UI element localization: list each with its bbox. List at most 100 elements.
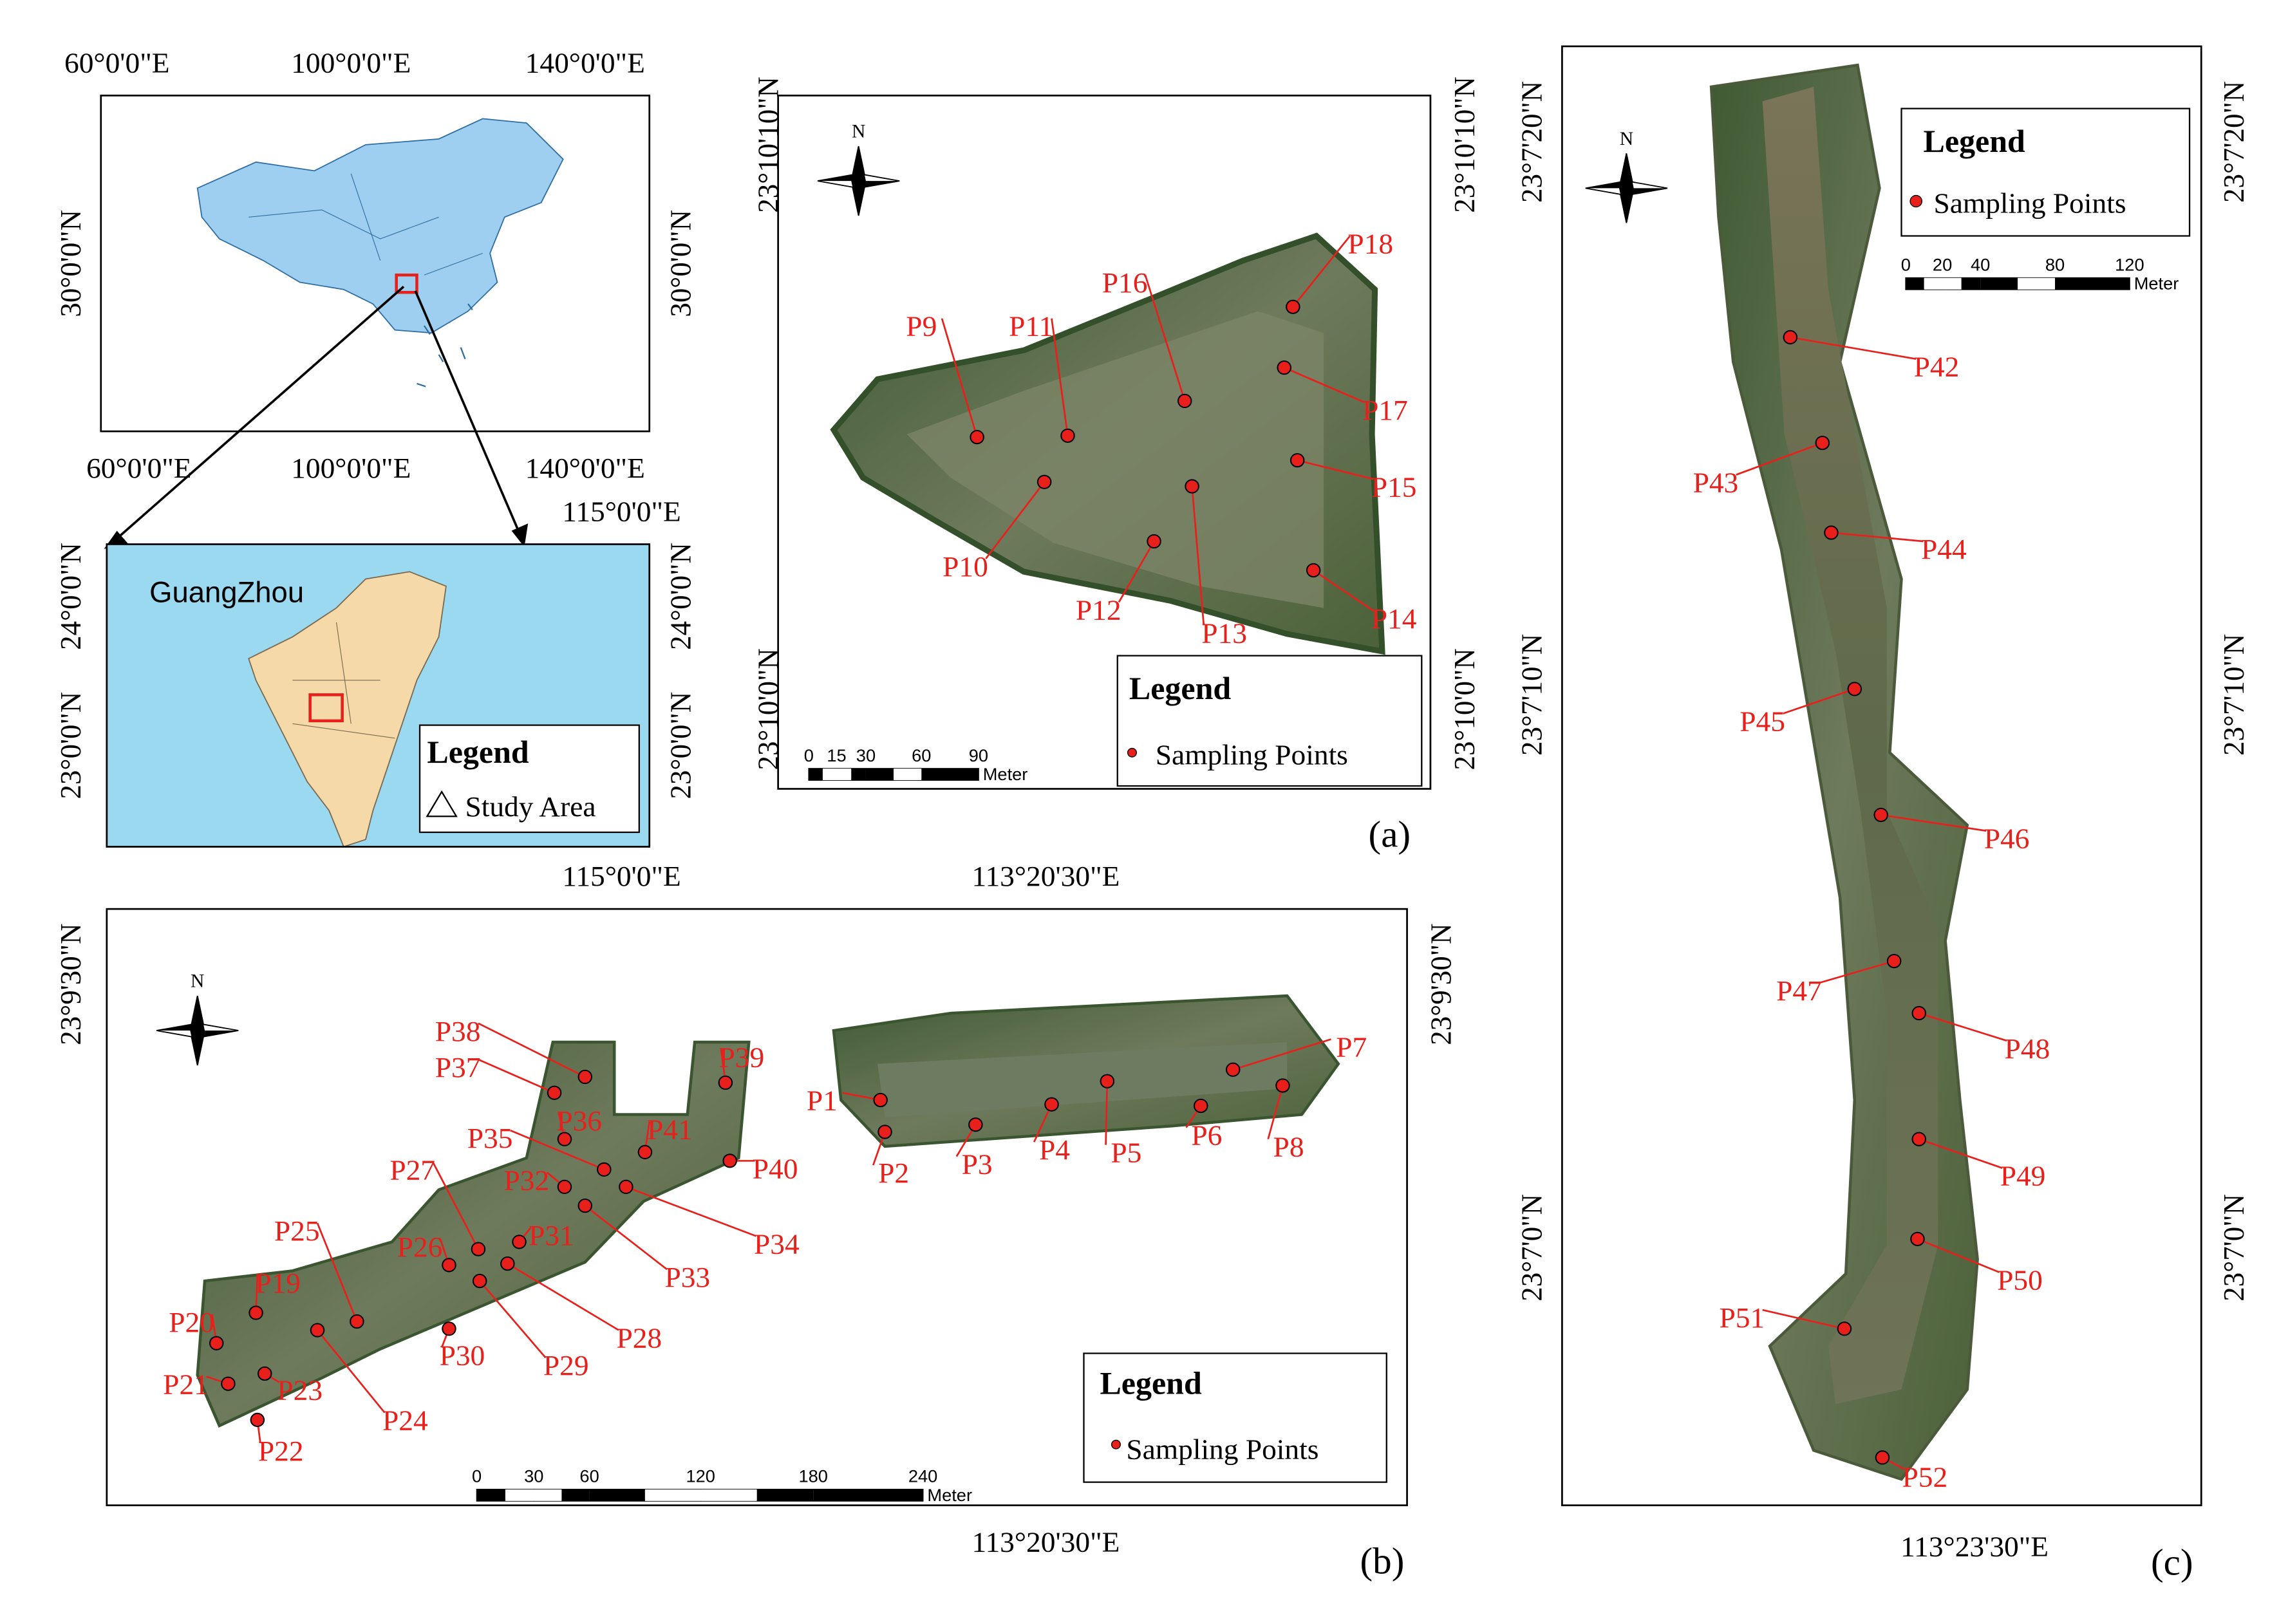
point-label: P24 xyxy=(382,1405,428,1437)
sampling-point xyxy=(350,1314,364,1329)
point-label: P33 xyxy=(664,1261,710,1293)
water xyxy=(906,311,1324,608)
legend-item: Sampling Points xyxy=(1156,739,1348,771)
point-label: P14 xyxy=(1371,602,1417,635)
scale-segment xyxy=(534,1489,562,1501)
city-name: GuangZhou xyxy=(149,576,304,609)
point-label: P30 xyxy=(440,1339,485,1372)
scale-segment xyxy=(476,1489,505,1501)
guangzhou-inset: GuangZhou Legend Study Area 115°0'0"E 11… xyxy=(55,496,697,892)
sampling-point xyxy=(1873,807,1888,823)
district-lines xyxy=(292,622,395,739)
sampling-point xyxy=(557,1132,572,1146)
frame xyxy=(777,95,1432,790)
leader-line xyxy=(1191,486,1205,626)
point-label: P48 xyxy=(2005,1032,2050,1065)
scale-segment xyxy=(1942,277,1962,290)
lon-label: 60°0'0"E xyxy=(86,452,191,484)
lon-label: 100°0'0"E xyxy=(291,452,411,484)
leader-line xyxy=(1918,1138,2003,1169)
point-label: P20 xyxy=(169,1306,214,1338)
sampling-point xyxy=(1911,1132,1926,1146)
lon-label: 100°0'0"E xyxy=(291,47,411,79)
panel-tag: (c) xyxy=(2151,1542,2193,1583)
sampling-point xyxy=(1875,1450,1890,1465)
scale-unit: Meter xyxy=(927,1485,972,1505)
sampling-point xyxy=(221,1376,236,1391)
point-label: P11 xyxy=(1009,310,1053,342)
point-label: P51 xyxy=(1719,1302,1765,1334)
legend-item: Study Area xyxy=(465,790,596,823)
point-label: P19 xyxy=(255,1267,301,1299)
highlight-box xyxy=(395,273,418,294)
north-label: N xyxy=(191,971,204,992)
point-label: P12 xyxy=(1076,594,1121,626)
point-label: P21 xyxy=(163,1368,209,1401)
leader-line xyxy=(1232,1038,1331,1071)
lon-label: 113°23'30"E xyxy=(1900,1531,2049,1563)
lat-label: 23°7'0"N xyxy=(1515,1194,1548,1302)
sampling-point xyxy=(209,1336,224,1350)
point-label: P18 xyxy=(1347,228,1393,260)
scale-segment xyxy=(700,1489,757,1501)
point-label: P25 xyxy=(274,1215,320,1247)
frame xyxy=(106,908,1408,1506)
leader-line xyxy=(1917,1238,2000,1273)
sampling-point xyxy=(1847,682,1862,696)
north-label: N xyxy=(852,122,865,142)
point-label: P16 xyxy=(1102,266,1148,299)
panel-c: Legend Sampling Points 23°7'20"N 23°7'10… xyxy=(1515,45,2250,1583)
sampling-point xyxy=(873,1092,888,1108)
point-label: P45 xyxy=(1740,705,1785,738)
scale-segment xyxy=(2018,277,2056,290)
leader-line xyxy=(1292,235,1351,308)
north-arrow xyxy=(1585,153,1667,223)
sampling-point xyxy=(547,1085,562,1100)
scale-segment xyxy=(505,1489,534,1501)
scale-tick-label: 120 xyxy=(686,1466,715,1486)
highlight-box xyxy=(308,693,344,723)
leader-line xyxy=(1819,960,1895,984)
scale-tick-label: 0 xyxy=(1901,255,1911,275)
sampling-point xyxy=(250,1412,265,1428)
north-arrow xyxy=(156,996,239,1066)
sampling-point xyxy=(472,1273,487,1289)
sampling-point xyxy=(471,1242,486,1256)
sampling-point xyxy=(1824,525,1839,540)
lat-label: 23°0'0"N xyxy=(664,692,697,799)
panel-a: Legend Sampling Points 23°10'10"N 23°10'… xyxy=(752,77,1481,855)
scale-segment xyxy=(589,1489,645,1501)
scale-segment xyxy=(561,1489,590,1501)
arrow xyxy=(116,285,405,539)
legend-box xyxy=(1900,107,2191,237)
legend-symbol xyxy=(426,790,458,817)
point-label: P29 xyxy=(543,1349,589,1381)
sampling-point xyxy=(1286,299,1300,314)
point-label: P47 xyxy=(1776,975,1822,1007)
leader-line xyxy=(1284,366,1365,404)
scale-segment xyxy=(1961,277,1981,290)
leader-line xyxy=(1831,532,1924,543)
scale-tick-label: 0 xyxy=(804,745,814,765)
point-label: P26 xyxy=(397,1231,443,1263)
province-lines xyxy=(249,173,483,275)
sampling-point xyxy=(1911,1005,1926,1021)
scale-tick-label: 80 xyxy=(2045,255,2065,275)
lat-label: 23°9'30"N xyxy=(1425,923,1458,1045)
panel-tag: (b) xyxy=(1360,1540,1405,1582)
sampling-point xyxy=(722,1153,737,1168)
sampling-point xyxy=(1225,1062,1241,1077)
scale-segment xyxy=(2055,277,2130,290)
legend-box xyxy=(1083,1352,1387,1483)
lat-label: 23°9'30"N xyxy=(55,923,87,1045)
lat-label: 23°10'10"N xyxy=(1449,77,1481,213)
scale-segment xyxy=(809,769,823,781)
lat-label: 30°0'0"N xyxy=(664,210,697,317)
scale-tick-label: 90 xyxy=(969,745,988,765)
scale-segment xyxy=(894,769,922,781)
scale-segment xyxy=(813,1489,923,1501)
frame xyxy=(100,95,651,433)
point-label: P44 xyxy=(1921,533,1967,565)
point-label: P2 xyxy=(878,1157,909,1189)
lat-label: 24°0'0"N xyxy=(55,543,87,650)
